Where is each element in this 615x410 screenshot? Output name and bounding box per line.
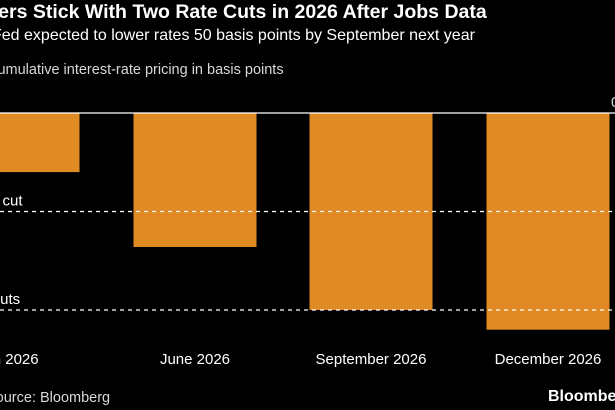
- bar-march-2026: [0, 113, 80, 173]
- bloomberg-logo: Bloomberg: [535, 386, 615, 410]
- reference-line-label-1: One cut: [0, 193, 23, 210]
- reference-line-label-2: Two cuts: [0, 291, 20, 308]
- chart-subtitle-text: Fed expected to lower rates 50 basis poi…: [0, 27, 475, 44]
- chart-title-text: Traders Stick With Two Rate Cuts in 2026…: [0, 1, 487, 23]
- chart-subtitle: Fed expected to lower rates 50 basis poi…: [0, 26, 615, 50]
- bloomberg-logo-text: Bloomberg: [548, 388, 615, 405]
- x-tick-label-1: March 2026: [0, 351, 39, 368]
- chart-title: Traders Stick With Two Rate Cuts in 2026…: [0, 0, 615, 24]
- y-axis-label: Cumulative interest-rate pricing in basi…: [0, 60, 615, 82]
- y-tick-label-0: 0: [611, 94, 615, 111]
- bar-december-2026: [486, 113, 610, 330]
- source-note: Source: Bloomberg: [0, 388, 300, 410]
- source-note-text: Source: Bloomberg: [0, 390, 111, 406]
- x-tick-label-2: June 2026: [160, 351, 230, 368]
- x-tick-label-4: December 2026: [495, 351, 602, 368]
- y-axis-label-text: Cumulative interest-rate pricing in basi…: [0, 62, 284, 78]
- x-tick-label-3: September 2026: [316, 351, 427, 368]
- bar-june-2026: [133, 113, 257, 247]
